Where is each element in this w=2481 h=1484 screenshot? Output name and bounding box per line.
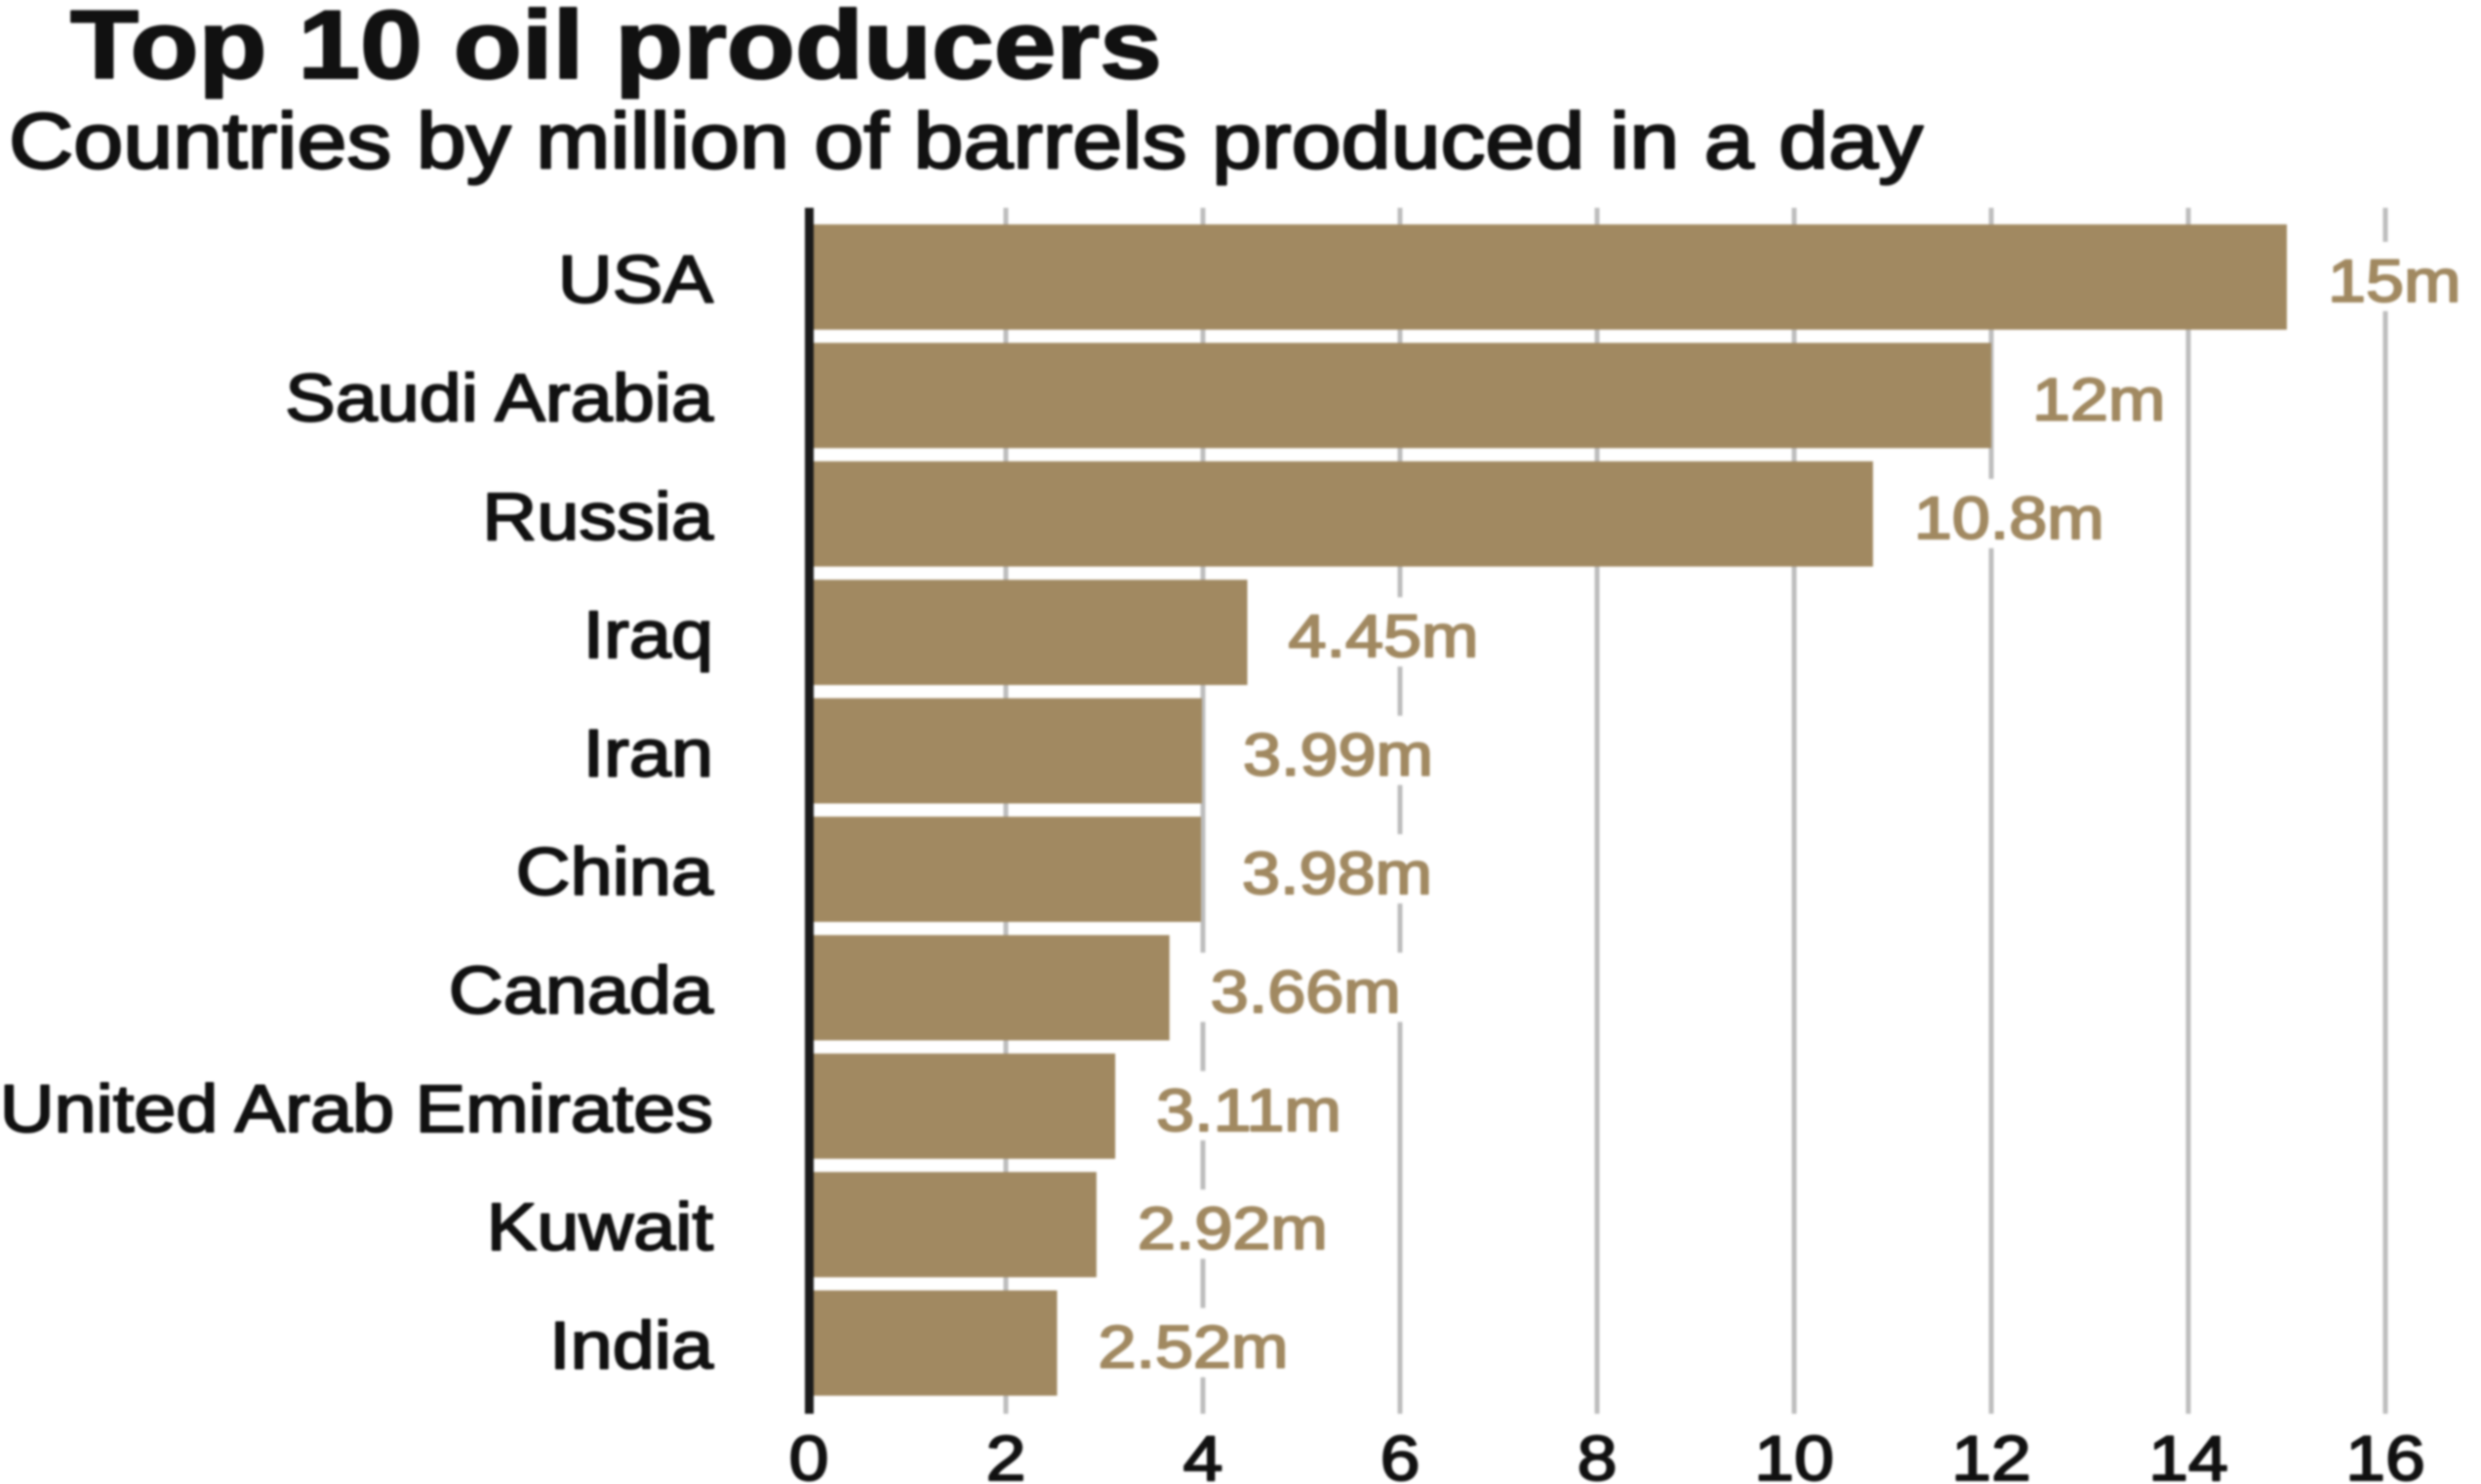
svg-text:12m: 12m — [2032, 366, 2165, 433]
svg-text:2.92m: 2.92m — [1138, 1195, 1328, 1263]
svg-text:2.52m: 2.52m — [1099, 1313, 1289, 1381]
svg-text:10.8m: 10.8m — [1914, 484, 2104, 551]
svg-text:4.45m: 4.45m — [1289, 603, 1479, 670]
svg-text:3.99m: 3.99m — [1243, 721, 1433, 788]
svg-text:16: 16 — [2345, 1423, 2425, 1484]
svg-text:Saudi Arabia: Saudi Arabia — [285, 361, 713, 435]
svg-text:India: India — [549, 1309, 713, 1384]
svg-text:2.52m: 2.52m — [1099, 1313, 1289, 1381]
svg-text:United Arab Emirates: United Arab Emirates — [0, 1072, 713, 1146]
svg-text:2.92m: 2.92m — [1138, 1195, 1328, 1263]
svg-text:Countries by million of barrel: Countries by million of barrels produced… — [9, 98, 1924, 185]
svg-text:10.8m: 10.8m — [1914, 484, 2104, 551]
svg-text:6: 6 — [1381, 1423, 1421, 1484]
svg-text:14: 14 — [2148, 1423, 2228, 1484]
svg-text:8: 8 — [1578, 1423, 1618, 1484]
svg-text:Iraq: Iraq — [583, 598, 713, 672]
svg-text:4.45m: 4.45m — [1289, 603, 1479, 670]
svg-text:3.66m: 3.66m — [1211, 958, 1401, 1025]
svg-text:2: 2 — [986, 1423, 1026, 1484]
svg-text:0: 0 — [789, 1423, 829, 1484]
svg-text:Russia: Russia — [482, 480, 713, 554]
svg-text:Top 10 oil producers: Top 10 oil producers — [70, 0, 1162, 99]
svg-text:3.98m: 3.98m — [1242, 839, 1432, 906]
svg-text:15m: 15m — [2328, 247, 2461, 314]
svg-text:10: 10 — [1754, 1423, 1834, 1484]
svg-text:3.11m: 3.11m — [1156, 1076, 1341, 1143]
svg-text:China: China — [516, 835, 714, 909]
svg-text:3.66m: 3.66m — [1211, 958, 1401, 1025]
svg-text:12m: 12m — [2032, 366, 2165, 433]
svg-text:12: 12 — [1951, 1423, 2031, 1484]
svg-text:4: 4 — [1183, 1423, 1223, 1484]
svg-text:15m: 15m — [2328, 247, 2461, 314]
svg-text:USA: USA — [558, 243, 713, 317]
svg-text:Kuwait: Kuwait — [487, 1190, 713, 1264]
svg-text:3.99m: 3.99m — [1243, 721, 1433, 788]
svg-text:3.11m: 3.11m — [1156, 1076, 1341, 1143]
svg-text:3.98m: 3.98m — [1242, 839, 1432, 906]
svg-text:Iran: Iran — [583, 717, 713, 791]
svg-text:Canada: Canada — [449, 953, 713, 1027]
